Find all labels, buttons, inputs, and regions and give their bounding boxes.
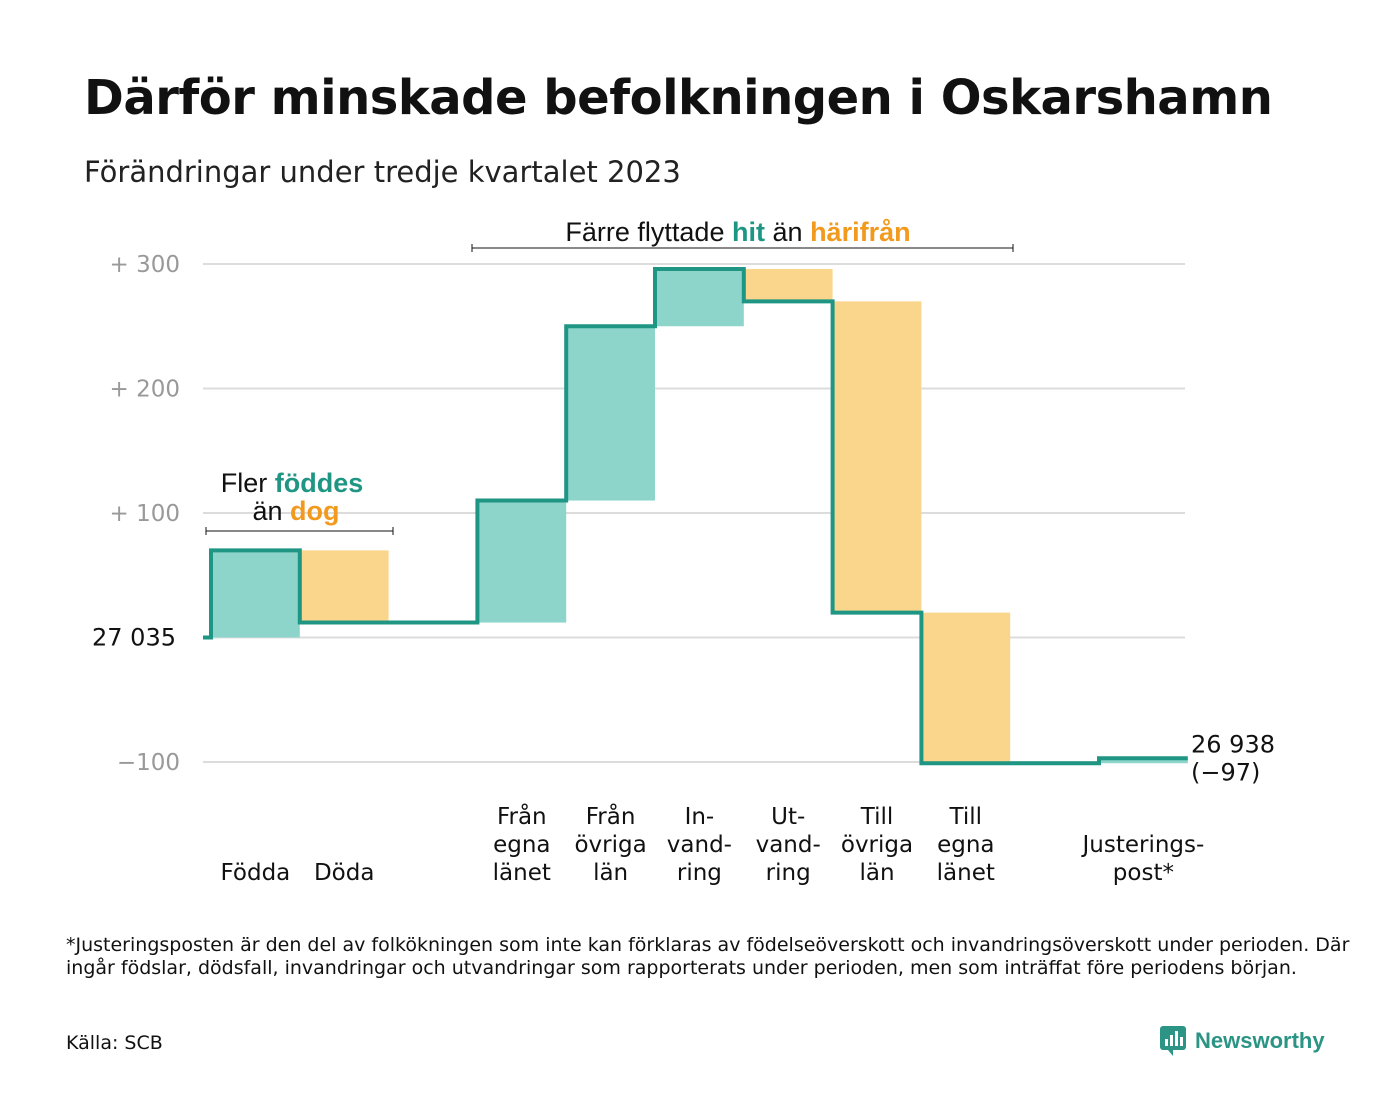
x-label-invandring: vand- bbox=[667, 832, 732, 858]
bars bbox=[211, 268, 1188, 764]
source-label: Källa: SCB bbox=[66, 1032, 163, 1054]
footnote: *Justeringsposten är den del av folkökni… bbox=[66, 934, 1350, 979]
annotation-bracket-migration bbox=[471, 244, 1014, 252]
bar-fran_egna_lanet bbox=[477, 500, 567, 623]
x-label-fran_egna_lanet: Från bbox=[497, 802, 547, 830]
y-tick-label: + 100 bbox=[110, 501, 180, 527]
start-value-label: 27 035 bbox=[92, 624, 176, 652]
end-labels: 27 035 26 938(−97) bbox=[92, 624, 1275, 787]
x-label-doda: Döda bbox=[314, 860, 374, 886]
x-label-till_egna_lanet: Till bbox=[949, 804, 983, 830]
bar-utvandring bbox=[743, 268, 833, 302]
chart-subtitle: Förändringar under tredje kvartalet 2023 bbox=[84, 155, 681, 189]
x-label-till_ovriga_lan: län bbox=[859, 860, 894, 886]
end-change-label: (−97) bbox=[1191, 758, 1260, 786]
annotation-migration: Färre flyttade hit än härifrån bbox=[471, 217, 1014, 252]
brand: Newsworthy bbox=[1160, 1026, 1325, 1056]
bar-till_egna_lanet bbox=[921, 612, 1011, 764]
y-tick-label: −100 bbox=[117, 750, 180, 776]
bar-fodda bbox=[211, 550, 300, 638]
x-label-fran_ovriga_lan: län bbox=[593, 860, 628, 886]
x-label-fodda: Födda bbox=[221, 860, 291, 886]
x-label-fran_egna_lanet: länet bbox=[493, 860, 551, 886]
x-axis-labels: Födda DödaFrånegnalänetFrånövrigalänIn-va… bbox=[221, 802, 1205, 886]
x-label-till_ovriga_lan: övriga bbox=[841, 832, 913, 858]
x-label-fran_egna_lanet: egna bbox=[493, 832, 550, 858]
x-label-invandring: ring bbox=[677, 860, 722, 886]
x-label-till_egna_lanet: egna bbox=[937, 832, 994, 858]
annotation-births-deaths: Fler föddes än dog bbox=[205, 468, 394, 535]
y-tick-label: + 300 bbox=[110, 252, 180, 278]
x-label-till_ovriga_lan: Till bbox=[860, 804, 894, 830]
x-label-justeringspost: post* bbox=[1113, 860, 1174, 886]
cumulative-line bbox=[203, 266, 1188, 766]
annotation-births-line2: än dog bbox=[252, 496, 339, 526]
x-label-fran_ovriga_lan: Från bbox=[586, 802, 636, 830]
y-tick-label: + 200 bbox=[110, 377, 180, 403]
x-label-utvandring: ring bbox=[766, 860, 811, 886]
annotation-births-line1: Fler föddes bbox=[221, 468, 364, 498]
annotation-highlight-dog: dog bbox=[290, 496, 339, 526]
end-value-label: 26 938 bbox=[1191, 730, 1275, 758]
waterfall-chart: + 300+ 200+ 100−100 Födda DödaFrånegnalän… bbox=[92, 217, 1275, 886]
gridlines bbox=[203, 263, 1185, 763]
annotation-highlight-hit: hit bbox=[732, 217, 765, 247]
bar-invandring bbox=[655, 268, 744, 327]
y-axis-tick-labels: + 300 + 200 + 100 −100 bbox=[110, 252, 180, 776]
brand-name: Newsworthy bbox=[1195, 1028, 1325, 1053]
bar-till_ovriga_lan bbox=[832, 301, 922, 613]
chart-title: Därför minskade befolkningen i Oskarsham… bbox=[84, 70, 1273, 126]
x-label-justeringspost: Justerings- bbox=[1080, 832, 1204, 858]
annotation-highlight-harifran: härifrån bbox=[810, 217, 911, 247]
bar-justeringspost bbox=[1099, 758, 1188, 764]
newsworthy-logo-icon bbox=[1160, 1026, 1186, 1056]
annotation-highlight-foddes: föddes bbox=[275, 468, 364, 498]
x-label-till_egna_lanet: länet bbox=[937, 860, 995, 886]
annotation-migration-text: Färre flyttade hit än härifrån bbox=[565, 217, 910, 247]
annotation-bracket-births bbox=[205, 527, 394, 535]
x-label-utvandring: Ut- bbox=[771, 804, 805, 830]
x-label-utvandring: vand- bbox=[756, 832, 821, 858]
x-label-fran_ovriga_lan: övriga bbox=[574, 832, 646, 858]
bar-fran_ovriga_lan bbox=[566, 326, 655, 501]
bar-doda bbox=[299, 550, 389, 623]
x-label-invandring: In- bbox=[685, 804, 715, 830]
cumulative-line-path bbox=[203, 266, 1188, 766]
